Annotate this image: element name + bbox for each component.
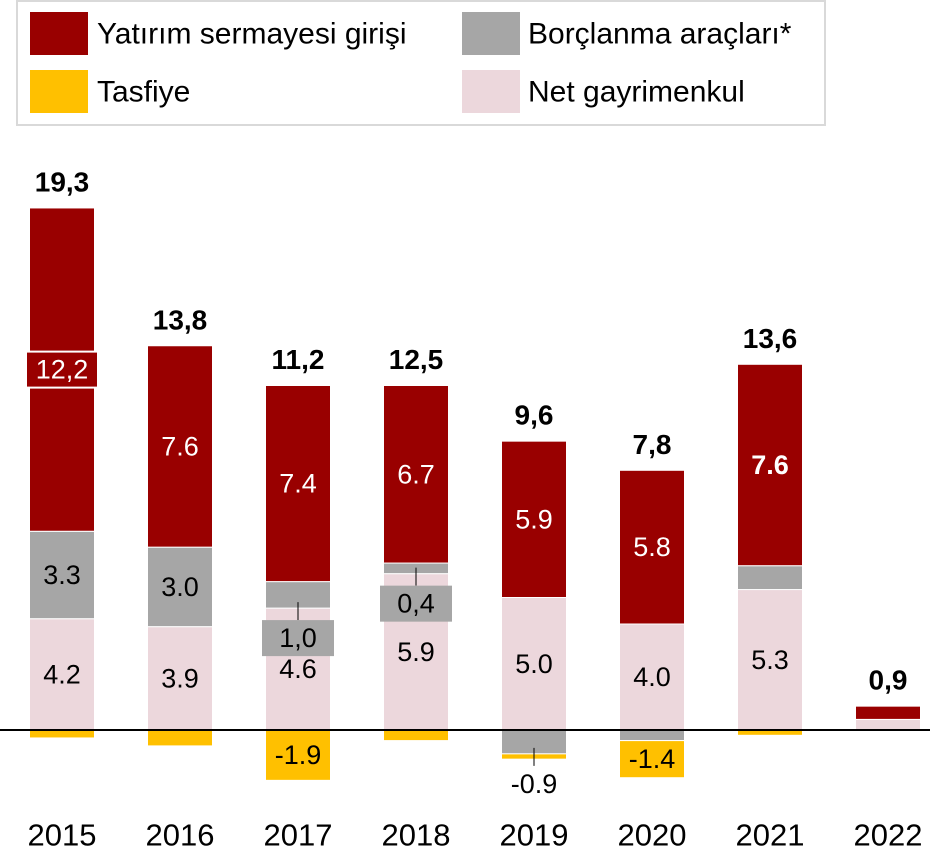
bar-segment (737, 589, 803, 731)
bar-segment (737, 363, 803, 567)
value-label: 7.6 (161, 431, 199, 461)
value-label: -0.9 (511, 769, 558, 799)
x-tick-label: 2018 (382, 818, 451, 853)
value-label: 5.8 (633, 532, 671, 562)
total-label: 19,3 (35, 166, 90, 197)
legend-swatch (30, 70, 88, 113)
bar-segment (147, 729, 213, 747)
bar-segment (619, 469, 685, 625)
value-label: 4.2 (43, 659, 81, 689)
total-label: 11,2 (272, 344, 325, 375)
total-label: 12,5 (389, 344, 444, 375)
legend-swatch (462, 12, 520, 55)
value-label: 3.9 (161, 663, 199, 693)
value-label: 5.9 (397, 637, 435, 667)
value-label: 3.3 (43, 560, 81, 590)
value-label: 4.0 (633, 662, 671, 692)
legend-label: Net gayrimenkul (528, 76, 745, 109)
label-box (262, 620, 334, 657)
bar-segment (147, 626, 213, 731)
value-label: -1.4 (629, 744, 676, 774)
total-label: 9,6 (515, 400, 554, 431)
total-label: 7,8 (633, 429, 672, 460)
legend-box (16, 0, 826, 126)
value-label: 5.3 (751, 645, 789, 675)
x-tick-label: 2021 (736, 818, 805, 853)
bar-segment (383, 385, 449, 564)
bar-segment (501, 597, 567, 731)
legend-swatch (462, 70, 520, 113)
bar-segment (147, 546, 213, 628)
x-tick-label: 2016 (146, 818, 215, 853)
value-label: 4.6 (279, 654, 317, 684)
bar-segment (619, 729, 685, 742)
bar-segment (619, 740, 685, 779)
total-label: 13,6 (743, 323, 798, 354)
bar-segment (29, 618, 95, 731)
x-tick-label: 2017 (264, 818, 333, 853)
value-label: 12,2 (36, 355, 89, 385)
total-label: 0,9 (869, 665, 908, 696)
legend-label: Tasfiye (97, 76, 190, 109)
value-label: 7.6 (751, 450, 789, 480)
legend-label: Borçlanma araçları* (528, 18, 792, 51)
bar-segment (383, 729, 449, 742)
value-label: 0,4 (397, 589, 435, 619)
bar-segment (855, 718, 921, 731)
label-box (380, 585, 452, 622)
value-label: -1.9 (275, 740, 322, 770)
bar-segment (147, 345, 213, 548)
x-tick-label: 2019 (500, 818, 569, 853)
value-label: 6.7 (397, 459, 435, 489)
value-label: 7.4 (279, 469, 317, 499)
value-label: 5.9 (515, 504, 553, 534)
bar-segment (265, 729, 331, 781)
value-label: 3.0 (161, 572, 199, 602)
bar-segment (29, 729, 95, 739)
legend-swatch (30, 12, 88, 55)
bar-segment (737, 565, 803, 591)
legend-label: Yatırım sermayesi girişi (97, 18, 407, 51)
total-label: 13,8 (153, 304, 208, 335)
bar-segment (619, 623, 685, 731)
bar-segment (265, 385, 331, 583)
value-label: 5.0 (515, 649, 553, 679)
x-tick-label: 2015 (28, 818, 97, 853)
bar-segment (501, 440, 567, 598)
bar-segment (855, 705, 921, 720)
x-tick-label: 2020 (618, 818, 687, 853)
x-tick-label: 2022 (854, 818, 923, 853)
label-box (25, 350, 99, 389)
value-label: 1,0 (279, 623, 317, 653)
